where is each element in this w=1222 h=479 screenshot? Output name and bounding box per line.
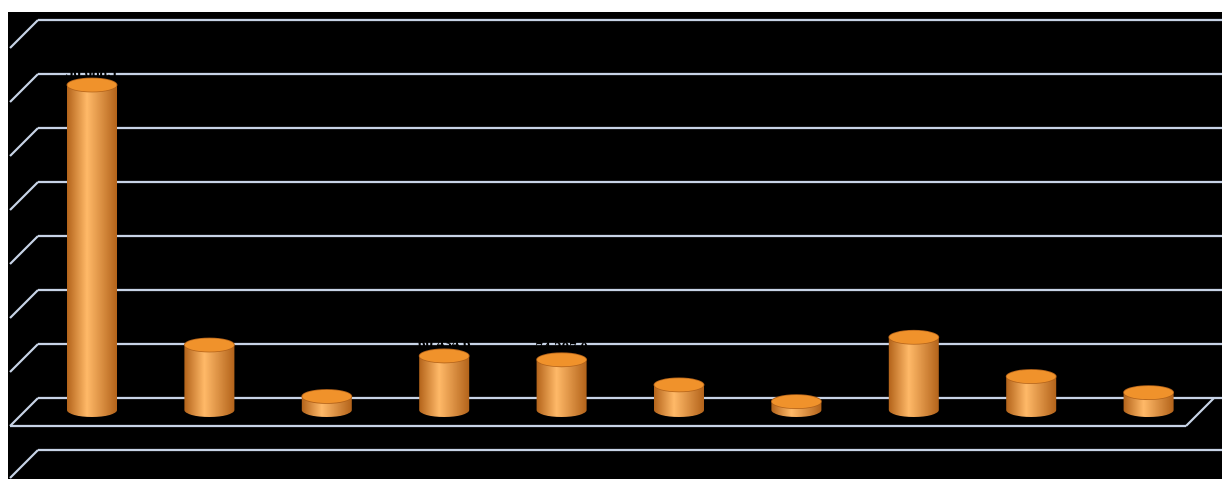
- data-label: 74 387.0: [535, 340, 588, 356]
- data-label: 60 434.6: [418, 336, 471, 352]
- bar-body: [419, 355, 470, 417]
- gridlines: [9, 18, 1222, 479]
- gridline-depth: [9, 127, 39, 157]
- bar-top: [1005, 369, 1057, 384]
- bar: [536, 352, 587, 417]
- gridline-depth: [9, 181, 39, 211]
- bar-top: [771, 394, 822, 410]
- bar: [418, 348, 470, 417]
- bar-top: [536, 352, 587, 368]
- bar-body: [536, 359, 587, 417]
- bar: [183, 337, 235, 417]
- gridline-lower-depth: [9, 449, 39, 479]
- bar: [653, 377, 705, 417]
- bar-body: [1006, 376, 1057, 417]
- gridline-depth: [9, 19, 39, 49]
- bar-top: [301, 389, 353, 404]
- bars: [66, 77, 1174, 417]
- gridline-depth: [9, 343, 39, 373]
- gridline-depth: [9, 289, 39, 319]
- bar-top: [1123, 385, 1174, 401]
- bar-top: [418, 348, 470, 364]
- gridline-depth: [9, 397, 39, 427]
- bar: [301, 389, 353, 417]
- floor-right-edge: [1185, 397, 1215, 427]
- bar-top: [66, 77, 118, 93]
- bar-body: [888, 337, 939, 417]
- bar: [888, 329, 940, 417]
- gridline-depth: [9, 73, 39, 103]
- bar-top: [183, 337, 235, 353]
- bar: [1005, 369, 1057, 417]
- bar-body: [184, 345, 235, 417]
- data-label: 5 318.1: [774, 382, 819, 398]
- data-labels: 56 688.1 60 434.6 74 387.0 5 318.1: [66, 65, 819, 398]
- data-label: 56 688.1: [66, 65, 119, 81]
- bar-body: [654, 384, 704, 417]
- bar: [66, 77, 118, 417]
- bar-top: [888, 329, 940, 345]
- gridline-depth: [9, 235, 39, 265]
- bar: [771, 394, 822, 417]
- bar-top: [653, 377, 705, 393]
- bar: [1123, 385, 1174, 417]
- bar-body: [67, 85, 117, 417]
